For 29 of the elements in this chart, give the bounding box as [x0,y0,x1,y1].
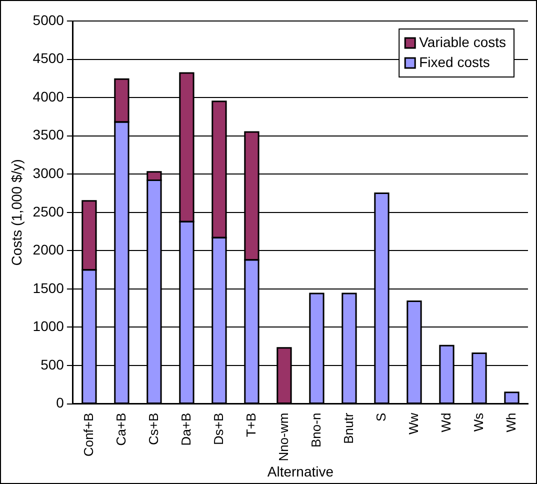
x-tick-label: Bno-n [308,412,324,448]
x-tick-label: Ws [470,412,486,432]
y-tick-label: 4000 [32,88,64,104]
x-tick-label: T+B [243,412,258,438]
x-axis-title: Alternative [267,463,334,480]
y-tick-label: 3500 [32,126,64,143]
x-tick-label: Ww [406,412,421,434]
legend-label: Variable costs [419,34,506,50]
x-tick-label: Wh [503,412,518,432]
y-tick-label: 2500 [32,203,64,220]
x-tick-label: Ca+B [113,412,128,446]
x-tick-label: Wd [438,412,454,432]
y-tick-label: 3000 [32,164,64,181]
y-tick-label: 0 [56,394,64,411]
x-tick-label: Da+B [178,412,194,446]
y-tick-label: 2000 [32,242,64,258]
x-tick-label: Cs+B [146,412,161,445]
x-tick-label: Bnutr [340,412,356,444]
y-tick-label: 4500 [32,50,64,66]
x-tick-label: Conf+B [80,412,96,457]
x-tick-label: S [373,412,388,422]
x-tick-label: Ds+B [210,412,226,445]
y-tick-label: 5000 [32,12,64,28]
x-tick-label: Nno-wm [276,412,291,462]
y-axis-title: Costs (1,000 $/y) [8,159,24,266]
legend-label: Fixed costs [419,54,490,70]
y-tick-label: 500 [40,356,64,372]
y-tick-label: 1500 [32,280,64,296]
y-tick-label: 1000 [32,318,64,334]
